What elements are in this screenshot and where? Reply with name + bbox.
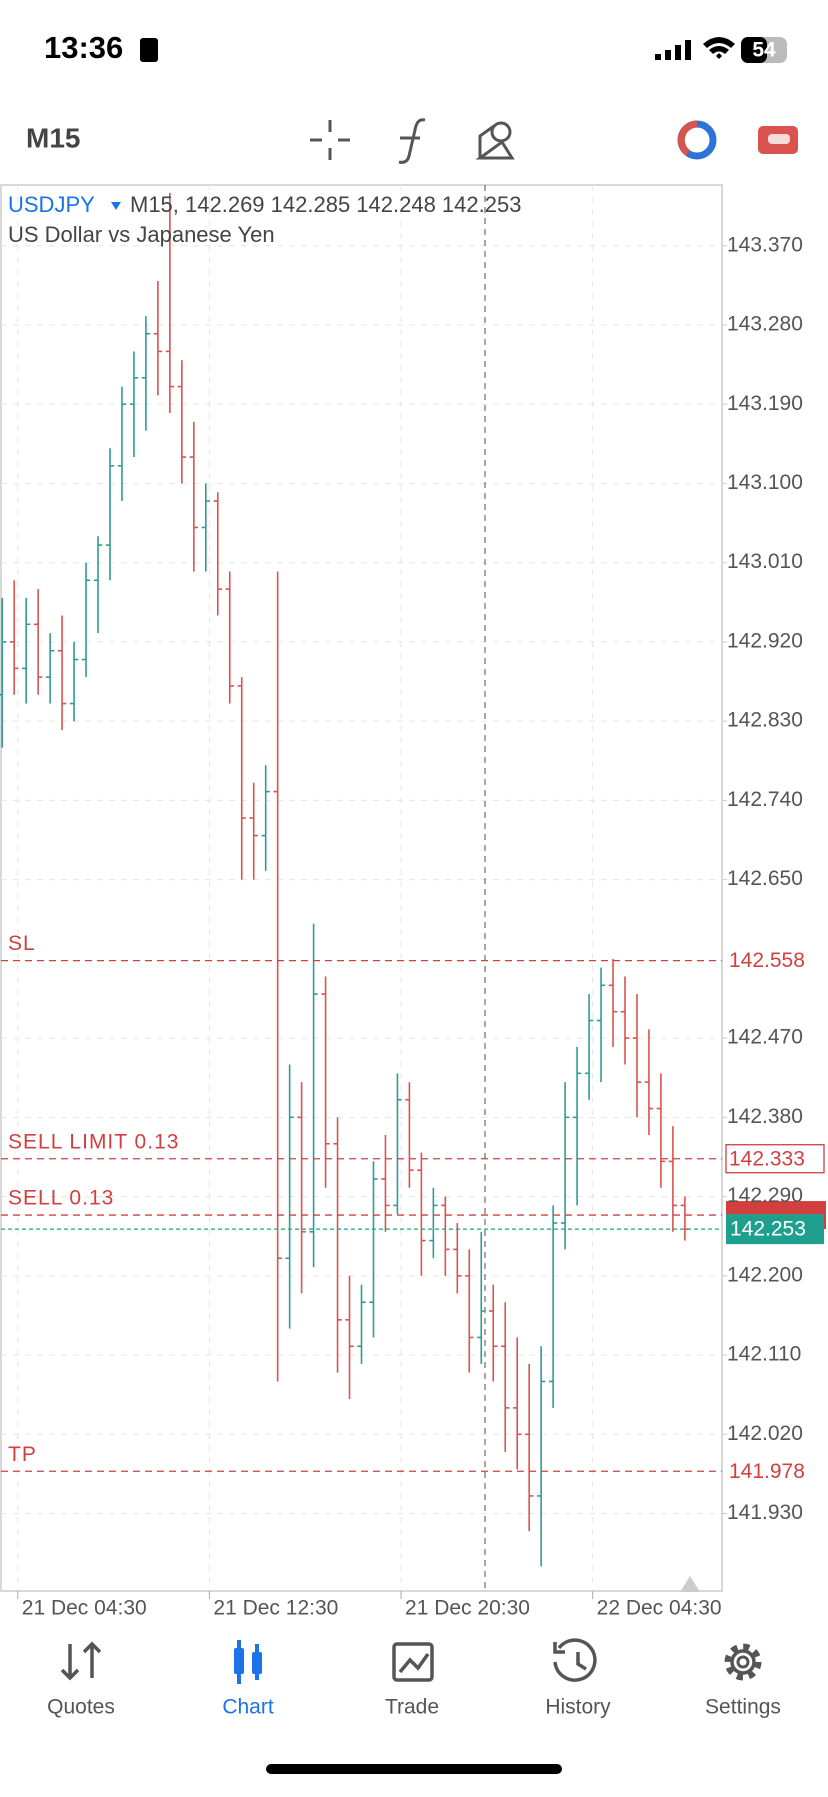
- y-tick-label: 143.100: [727, 471, 803, 494]
- trade-button-part: [768, 134, 790, 144]
- y-tick-label: 142.830: [727, 709, 803, 732]
- chart-icon: [234, 1640, 262, 1684]
- x-tick-label: 21 Dec 12:30: [213, 1597, 338, 1620]
- level-name: SELL 0.13: [8, 1187, 114, 1210]
- level-name: SELL LIMIT 0.13: [8, 1130, 179, 1153]
- symbol-dropdown[interactable]: [111, 202, 121, 210]
- level-box: [725, 1144, 825, 1174]
- y-tick-label: 142.020: [727, 1422, 803, 1445]
- account-button-part: [677, 120, 698, 156]
- plot-frame: [0, 184, 723, 1592]
- bid-box: [726, 1214, 824, 1245]
- tab-label[interactable]: Quotes: [47, 1696, 115, 1719]
- indicators-button[interactable]: [398, 118, 426, 164]
- y-tick-label: 142.110: [727, 1343, 801, 1366]
- x-tick-label: 21 Dec 04:30: [22, 1597, 147, 1620]
- x-tick-label: 21 Dec 20:30: [405, 1597, 530, 1620]
- grid: [1, 185, 722, 1591]
- trade-icon: [392, 1642, 434, 1682]
- tab-label[interactable]: Chart: [222, 1696, 274, 1719]
- y-tick-label: 142.380: [727, 1105, 803, 1128]
- scroll-marker: [680, 1576, 700, 1592]
- bars: [0, 192, 690, 1567]
- home-indicator: [266, 1764, 562, 1774]
- bid-price: 142.253: [730, 1218, 806, 1241]
- levels: SL 142.558 SELL LIMIT 0.13 142.333 SELL 0.13…: [1, 932, 826, 1483]
- level-name: SL: [8, 932, 36, 955]
- battery-level: [741, 37, 767, 63]
- tab-label[interactable]: Settings: [705, 1696, 781, 1719]
- history-icon: [553, 1638, 597, 1682]
- battery-text: 54: [752, 39, 776, 62]
- settings-icon: [724, 1643, 762, 1681]
- crosshair-button[interactable]: [310, 120, 350, 160]
- timeframe-button[interactable]: M15: [26, 122, 80, 153]
- quote: M15, 142.269 142.285 142.248 142.253: [130, 192, 521, 217]
- quotes-icon: [60, 1641, 102, 1681]
- status-time: 13:36: [44, 30, 123, 65]
- y-tick-label: 142.200: [727, 1263, 803, 1286]
- status-icon: [140, 38, 158, 62]
- signal-icon: [655, 40, 691, 60]
- y-tick-label: 142.740: [727, 788, 803, 811]
- tab-label[interactable]: History: [545, 1696, 611, 1719]
- y-tick-label: 142.920: [727, 629, 803, 652]
- level-name: TP: [8, 1443, 37, 1466]
- tab-label[interactable]: Trade: [385, 1696, 439, 1719]
- y-tick-label: 142.650: [727, 867, 803, 890]
- y-tick-label: 143.190: [727, 392, 803, 415]
- y-tick-label: 142.470: [727, 1026, 803, 1049]
- y-tick-label: 142.290: [727, 1184, 803, 1207]
- y-tick-label: 141.930: [727, 1501, 803, 1524]
- objects-button[interactable]: [475, 121, 515, 160]
- level-price: 141.978: [729, 1460, 805, 1483]
- y-tick-label: 143.370: [727, 233, 803, 256]
- x-tick-label: 22 Dec 04:30: [597, 1597, 722, 1620]
- y-tick-label: 143.010: [727, 550, 803, 573]
- symbol[interactable]: USDJPY: [8, 192, 95, 217]
- axis-labels: 143.370 143.280 143.190 143.100 143.010 142.9…: [17, 233, 803, 1620]
- y-tick-label: 143.280: [727, 313, 803, 336]
- level-price: 142.333: [729, 1147, 805, 1170]
- level-price: 142.558: [729, 949, 805, 972]
- wifi-icon: [703, 37, 735, 59]
- description: US Dollar vs Japanese Yen: [8, 222, 275, 247]
